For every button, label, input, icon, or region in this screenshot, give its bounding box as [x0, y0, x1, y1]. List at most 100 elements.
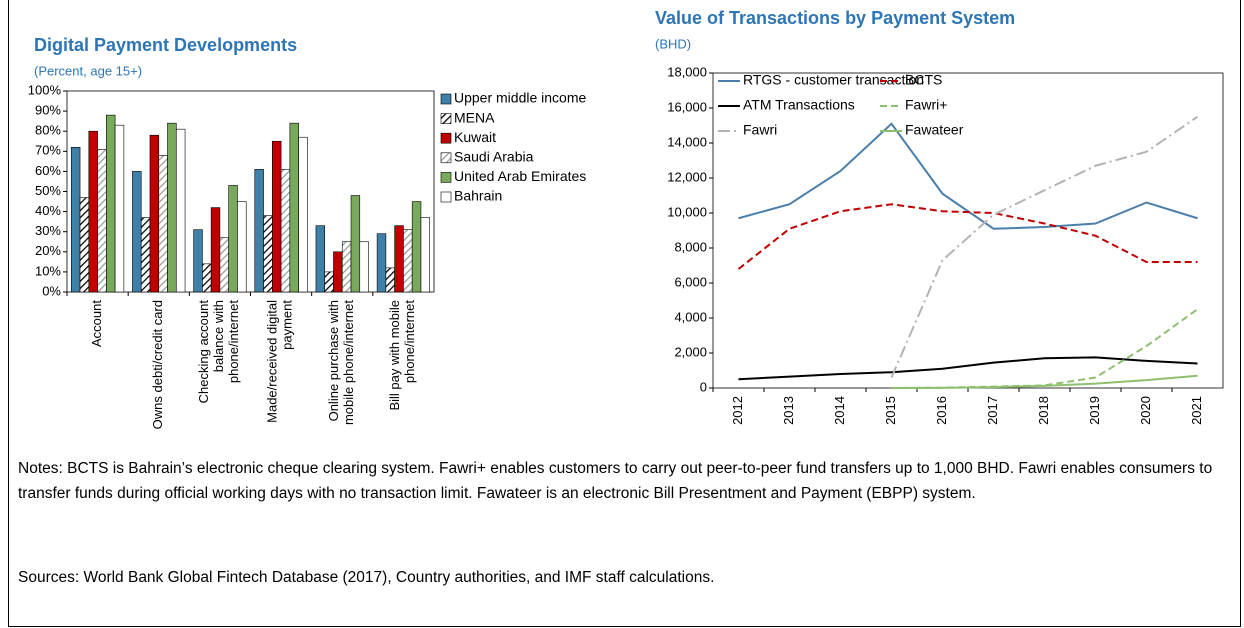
y-tick-label: 80%	[35, 123, 61, 138]
y-tick-label: 12,000	[667, 169, 707, 184]
x-tick-label: 2019	[1087, 396, 1102, 425]
x-tick-label: 2014	[832, 396, 847, 425]
bar	[254, 169, 264, 293]
x-tick-label: Account	[89, 300, 104, 347]
bar	[280, 169, 291, 293]
y-tick-label: 50%	[35, 183, 61, 198]
charts: Digital Payment Developments (Percent, ag…	[28, 8, 1224, 429]
legend-swatch	[440, 191, 452, 203]
legend-label: ATM Transactions	[743, 97, 855, 113]
series-line	[737, 203, 1198, 270]
series-line	[738, 356, 1198, 381]
bar	[193, 229, 203, 293]
legend-swatch	[440, 152, 452, 164]
bar	[106, 114, 116, 293]
y-tick-label: 60%	[35, 163, 61, 178]
series-line	[891, 374, 1198, 389]
x-tick-label: 2013	[781, 396, 796, 425]
bar	[149, 134, 160, 293]
frame	[8, 0, 1241, 627]
y-tick-label: 8,000	[674, 239, 707, 254]
bar	[376, 233, 387, 293]
x-tick-label: Checking accountbalance withphone/intern…	[196, 300, 241, 404]
bar	[210, 207, 221, 293]
legend-label: Bahrain	[454, 188, 502, 204]
bar	[289, 122, 299, 293]
bar	[158, 155, 168, 293]
bar	[385, 267, 395, 293]
y-tick-label: 14,000	[667, 134, 707, 149]
x-tick-label: 2021	[1189, 396, 1204, 425]
y-tick-label: 40%	[35, 203, 61, 218]
x-tick-label: Made/received digitalpayment	[265, 300, 295, 423]
legend-swatch	[440, 132, 452, 144]
legend-label: MENA	[454, 109, 495, 125]
bar	[219, 237, 229, 293]
bar	[298, 136, 308, 293]
bar	[132, 171, 142, 293]
bar	[333, 251, 343, 293]
bar	[272, 140, 282, 293]
bar	[341, 241, 352, 293]
chart-subtitle: (BHD)	[655, 36, 691, 51]
bar	[411, 201, 422, 293]
legend-label: Upper middle income	[454, 90, 586, 106]
x-tick-label: 2015	[883, 396, 898, 425]
bar	[403, 229, 413, 293]
chart-subtitle: (Percent, age 15+)	[34, 63, 142, 78]
legend-label: Fawri+	[905, 97, 947, 113]
legend-swatch	[440, 172, 452, 183]
bar	[140, 217, 151, 293]
y-tick-label: 70%	[35, 143, 61, 158]
x-tick-label: 2016	[934, 396, 949, 425]
y-tick-label: 30%	[35, 223, 61, 238]
y-tick-label: 16,000	[667, 99, 707, 114]
bar	[359, 241, 369, 293]
bar	[394, 225, 404, 293]
x-tick-label: Owns debti/credit card	[150, 300, 165, 429]
y-tick-label: 90%	[35, 103, 61, 118]
y-tick-label: 6,000	[674, 274, 707, 289]
bar	[315, 225, 326, 293]
legend-swatch	[440, 93, 452, 105]
bar	[167, 122, 177, 293]
x-tick-label: 2012	[730, 396, 745, 425]
y-tick-label: 100%	[28, 82, 62, 97]
sources: Sources: World Bank Global Fintech Datab…	[18, 569, 715, 586]
x-tick-label: 2018	[1036, 396, 1051, 425]
y-tick-label: 10%	[35, 263, 61, 278]
legend-label: Kuwait	[454, 129, 496, 145]
legend-label: Fawri	[743, 122, 777, 138]
x-tick-label: Bill pay with mobilephone/internet	[387, 300, 417, 411]
y-tick-label: 4,000	[674, 309, 707, 324]
legend-label: BCTS	[905, 72, 942, 88]
series-line	[891, 308, 1199, 389]
legend-swatch	[440, 113, 452, 124]
bar	[79, 197, 90, 293]
bar	[324, 271, 334, 293]
chart-title: Digital Payment Developments	[34, 35, 297, 55]
y-tick-label: 18,000	[667, 64, 707, 79]
x-tick-label: Online purchase withmobile phone/interne…	[326, 300, 356, 425]
y-tick-label: 10,000	[667, 204, 707, 219]
legend-label: United Arab Emirates	[454, 168, 586, 184]
legend-label: Fawateer	[905, 122, 964, 138]
bar	[202, 263, 212, 293]
bar	[420, 217, 431, 293]
bar	[228, 185, 238, 293]
plot-frame	[712, 72, 1224, 389]
y-tick-label: 0%	[42, 283, 61, 298]
y-tick-label: 0	[700, 379, 707, 394]
x-tick-label: 2017	[985, 396, 1000, 425]
legend-label: RTGS - customer transaction	[743, 72, 924, 88]
series-line	[890, 115, 1199, 378]
bar	[97, 148, 107, 293]
bar	[88, 130, 98, 293]
legend-label: Saudi Arabia	[454, 149, 534, 165]
y-tick-label: 20%	[35, 243, 61, 258]
bar	[70, 146, 81, 293]
chart-title: Value of Transactions by Payment System	[655, 8, 1015, 28]
bar	[114, 124, 125, 293]
y-tick-label: 2,000	[674, 344, 707, 359]
